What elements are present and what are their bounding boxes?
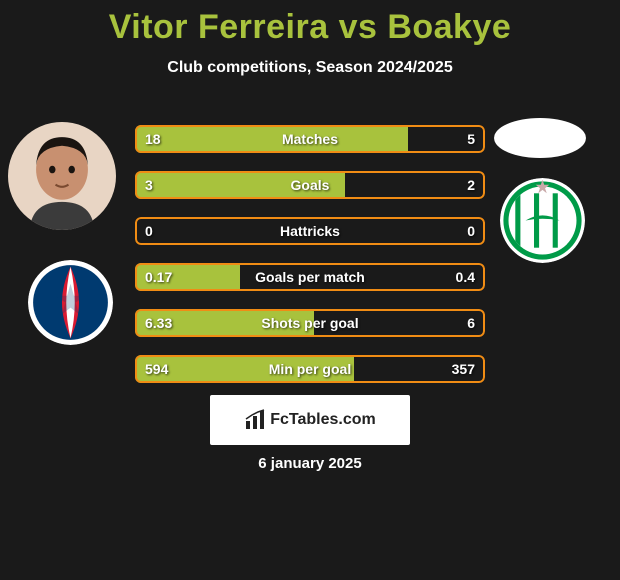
- stat-row: 6.33 6 Shots per goal: [135, 309, 485, 337]
- comparison-card: Vitor Ferreira vs Boakye Club competitio…: [0, 0, 620, 580]
- stat-label: Goals: [291, 177, 330, 193]
- date-text: 6 january 2025: [0, 455, 620, 472]
- stat-value-left: 3: [145, 177, 153, 193]
- stat-value-right: 6: [467, 315, 475, 331]
- stat-fill-left: [135, 125, 408, 153]
- stat-row: 18 5 Matches: [135, 125, 485, 153]
- player1-avatar: [8, 122, 116, 230]
- stat-value-left: 18: [145, 131, 161, 147]
- stat-value-right: 357: [452, 361, 475, 377]
- stat-row: 0 0 Hattricks: [135, 217, 485, 245]
- stat-value-left: 0.17: [145, 269, 172, 285]
- stats-bars: 18 5 Matches 3 2 Goals 0 0 Hattricks 0.17 0.4 Goals…: [135, 125, 485, 401]
- player1-club-badge: [28, 260, 113, 345]
- stat-row: 594 357 Min per goal: [135, 355, 485, 383]
- stat-label: Goals per match: [255, 269, 365, 285]
- brand-text: FcTables.com: [270, 411, 376, 429]
- stat-value-right: 2: [467, 177, 475, 193]
- stat-row: 0.17 0.4 Goals per match: [135, 263, 485, 291]
- stat-value-left: 594: [145, 361, 168, 377]
- club-crest-icon: [500, 178, 585, 263]
- club-crest-icon: [28, 260, 113, 345]
- page-title: Vitor Ferreira vs Boakye: [0, 0, 620, 47]
- stat-label: Shots per goal: [261, 315, 358, 331]
- stat-value-right: 0: [467, 223, 475, 239]
- stat-value-left: 6.33: [145, 315, 172, 331]
- player2-avatar: [494, 118, 586, 158]
- stat-label: Hattricks: [280, 223, 340, 239]
- subtitle: Club competitions, Season 2024/2025: [0, 59, 620, 77]
- brand-chart-icon: [244, 409, 266, 431]
- player2-club-badge: [500, 178, 585, 263]
- brand-box: FcTables.com: [210, 395, 410, 445]
- stat-value-left: 0: [145, 223, 153, 239]
- stat-row: 3 2 Goals: [135, 171, 485, 199]
- player-headshot-icon: [8, 122, 116, 230]
- stat-value-right: 5: [467, 131, 475, 147]
- stat-value-right: 0.4: [456, 269, 475, 285]
- player-placeholder-icon: [494, 118, 586, 158]
- stat-label: Matches: [282, 131, 338, 147]
- stat-label: Min per goal: [269, 361, 351, 377]
